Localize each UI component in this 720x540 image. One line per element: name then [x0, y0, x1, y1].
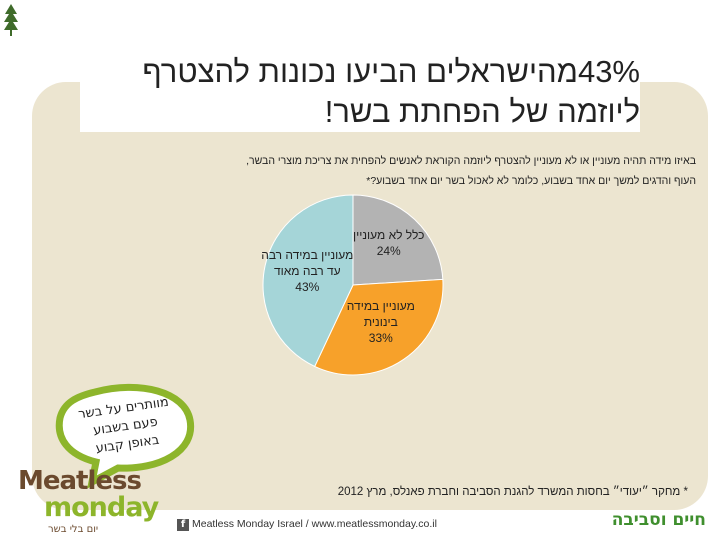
slice-category-label: בינונית — [364, 315, 398, 329]
partner-name: חיים וסביבה — [611, 510, 706, 530]
partner-logo: חיים וסביבה — [566, 510, 706, 538]
slice-category-label: כלל לא מעוניין — [353, 228, 424, 242]
slice-category-label: מעוניין במידה רבה — [261, 248, 353, 262]
brand-tagline: יום בלי בשר — [48, 524, 99, 535]
speech-bubble-shape — [55, 383, 195, 489]
question-line2: העוף והדגים למשך יום אחד בשבוע, כלומר לא… — [366, 175, 696, 187]
meatless-monday-logo: Meatless monday יום בלי בשר — [14, 466, 164, 538]
source-footnote: * מחקר ״יעודי״ בחסות המשרד להגנת הסביבה … — [337, 486, 688, 498]
tree-logo-icon — [4, 4, 18, 36]
slice-value-label: 24% — [377, 244, 401, 258]
brand-word-meatless: Meatless — [18, 466, 142, 496]
slice-category-label: מעוניין במידה — [347, 299, 415, 313]
slice-value-label: 43% — [295, 280, 319, 294]
brand-word-monday: monday — [44, 492, 159, 523]
brand-links[interactable]: Meatless Monday Israel / www.meatlessmon… — [192, 518, 437, 530]
slice-value-label: 33% — [369, 331, 393, 345]
slice-category-label: עד רבה מאוד — [274, 264, 341, 278]
pie-slice — [352, 194, 444, 286]
page-title-line1: 43%מהישראלים הביעו נכונות להצטרף — [80, 52, 640, 92]
pie-slice — [314, 278, 444, 376]
pie-slice — [262, 194, 354, 368]
question-line1: באיזו מידה תהיה מעוניין או לא מעוניין לה… — [246, 155, 696, 167]
facebook-icon: f — [177, 519, 189, 531]
page-title-line2: ליוזמה של הפחתת בשר! — [80, 92, 640, 132]
